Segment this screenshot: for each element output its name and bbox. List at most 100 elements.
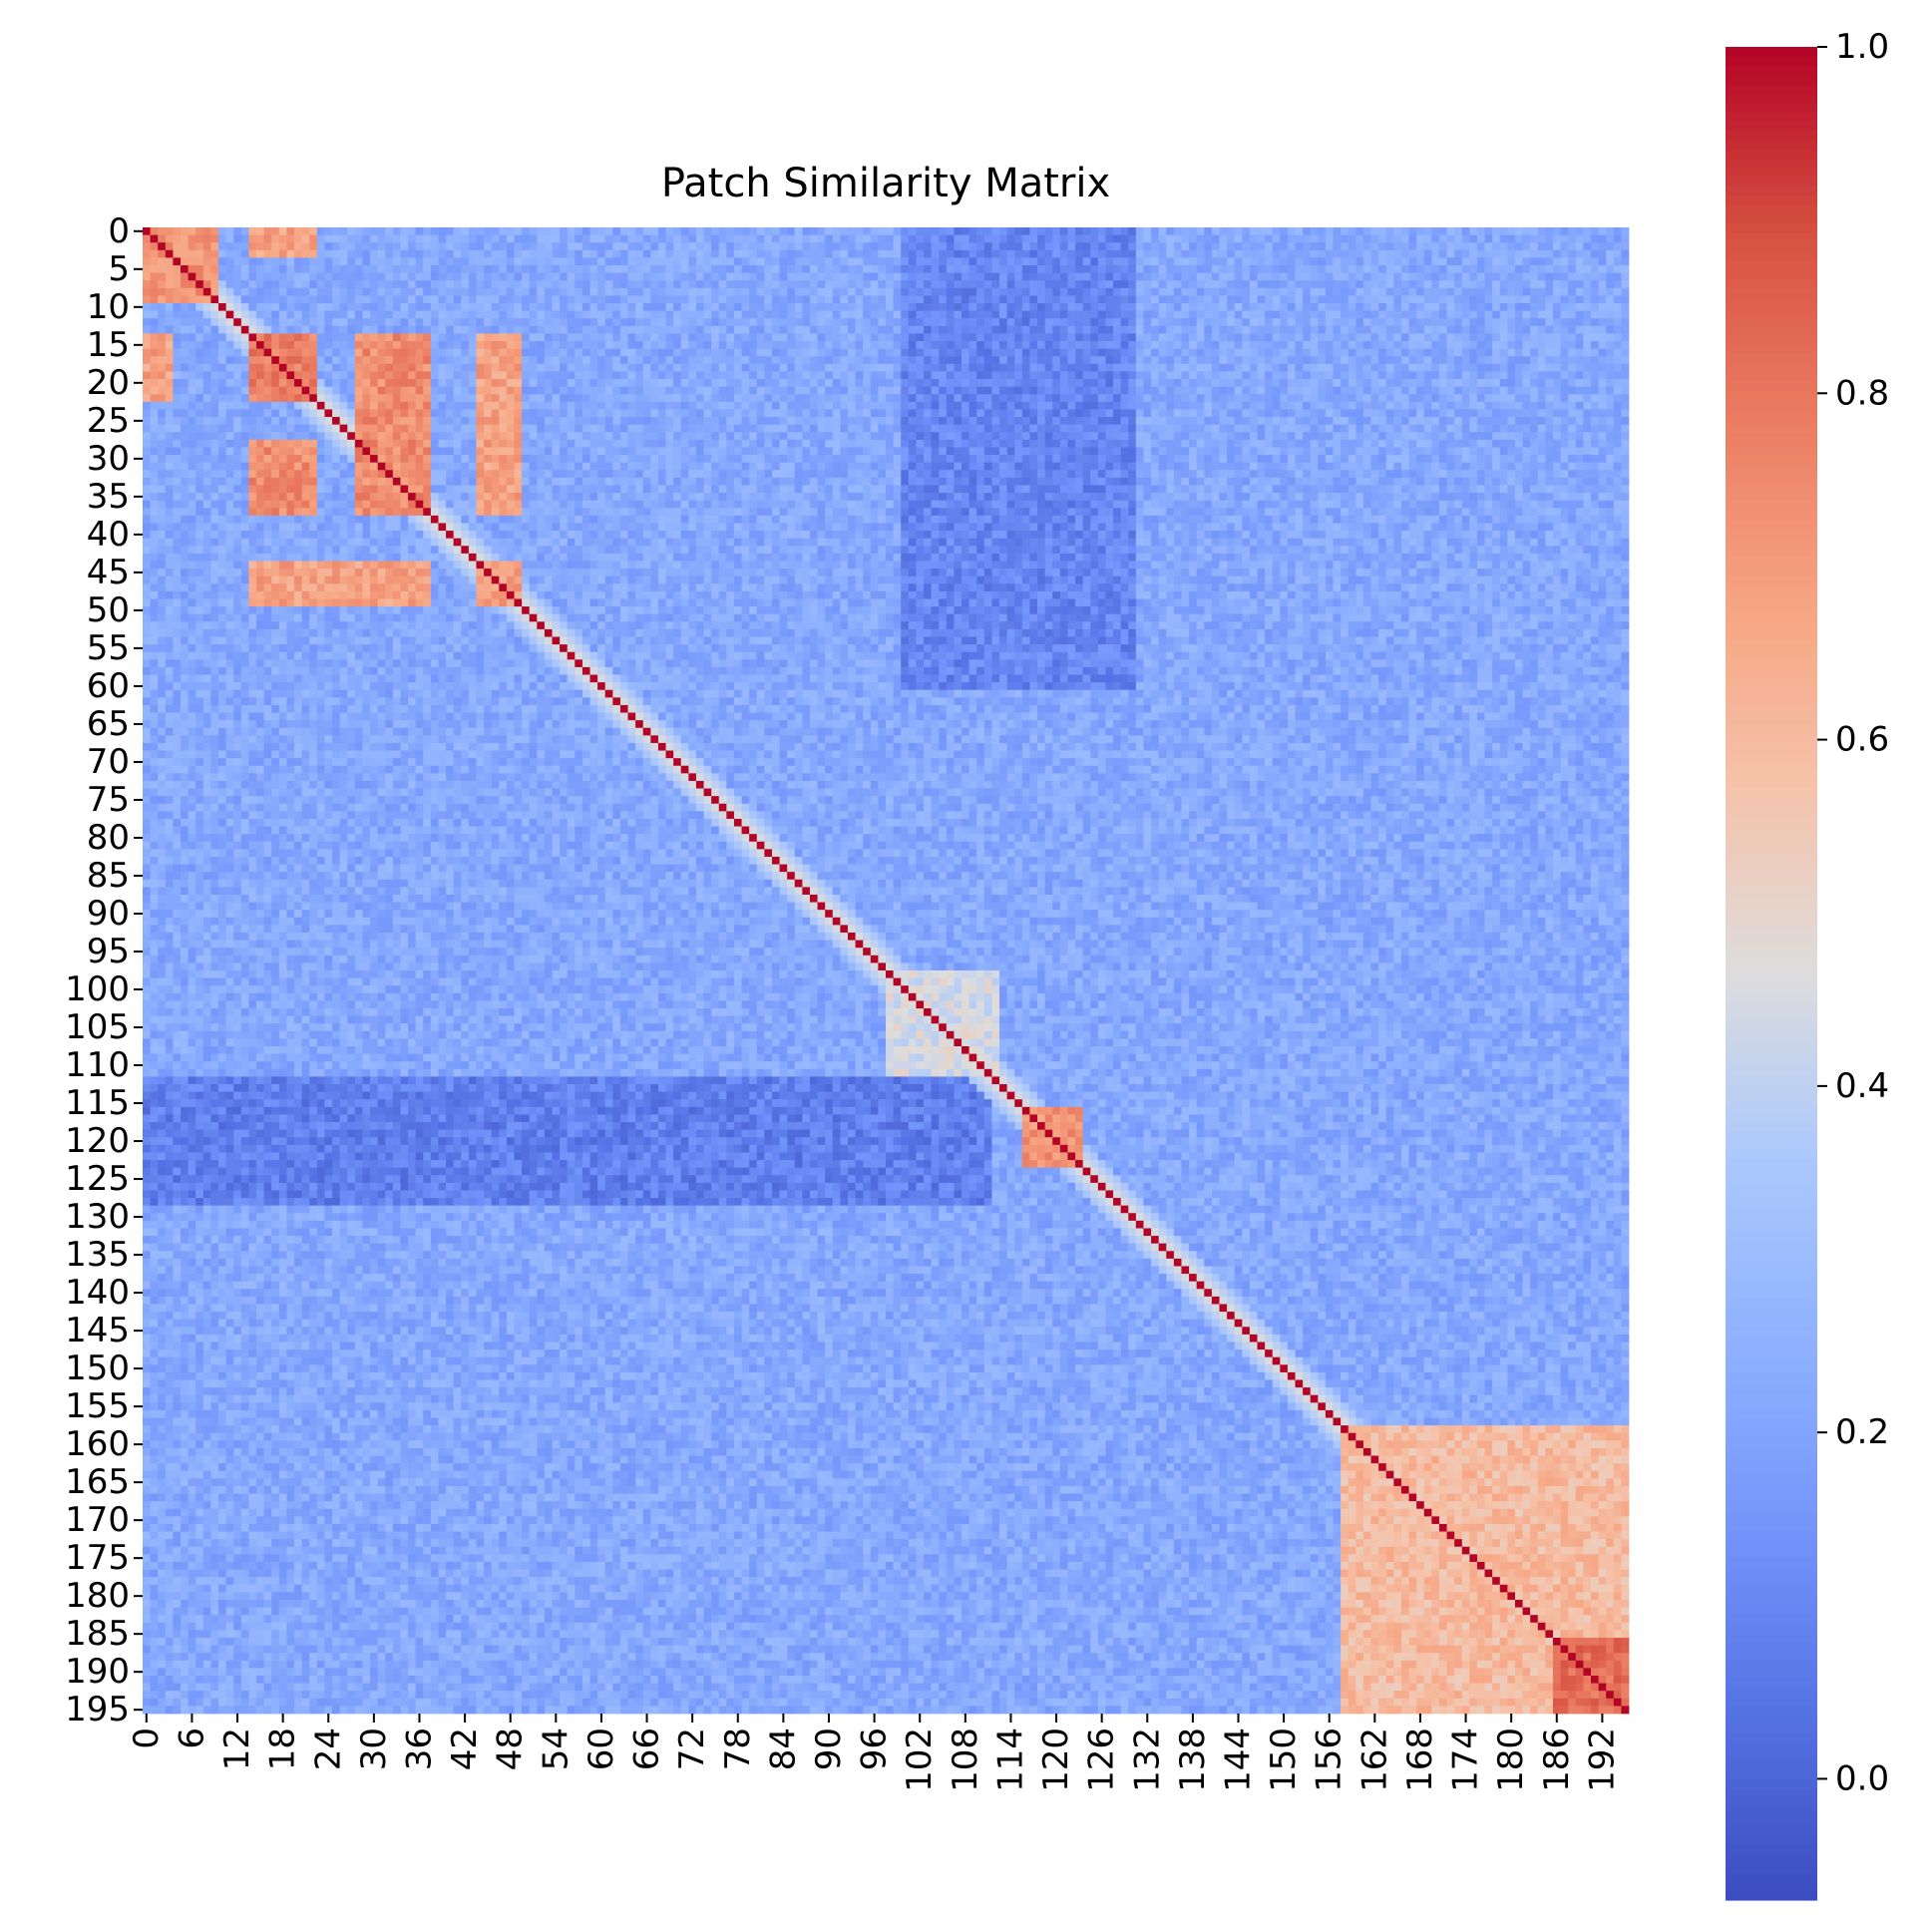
heatmap-cell [317,288,325,296]
heatmap-cell [1371,288,1379,296]
heatmap-cell [522,227,530,235]
heatmap-cell [279,326,287,334]
heatmap-cell [408,250,416,258]
heatmap-cell [1561,280,1569,288]
heatmap-cell [568,257,576,265]
heatmap-cell [203,295,211,303]
heatmap-cell [787,257,795,265]
heatmap-cell [271,295,279,303]
heatmap-cell [385,326,393,334]
heatmap-cell [833,250,841,258]
heatmap-cell [286,250,294,258]
heatmap-cell [871,257,879,265]
heatmap-cell [173,265,181,273]
heatmap-cell [210,288,218,296]
heatmap-cell [492,227,500,235]
heatmap-cell [962,311,969,319]
heatmap-cell [1060,265,1068,273]
heatmap-cell [1288,318,1296,326]
heatmap-cell [537,280,545,288]
heatmap-cell [1022,311,1030,319]
heatmap-cell [575,265,582,273]
heatmap-cell [1469,295,1477,303]
heatmap-cell [408,273,416,281]
heatmap-cell [568,311,576,319]
heatmap-cell [1181,288,1189,296]
heatmap-cell [1500,280,1508,288]
heatmap-cell [605,318,613,326]
heatmap-cell [1151,227,1159,235]
heatmap-cell [553,265,561,273]
heatmap-cell [515,227,523,235]
heatmap-cell [628,235,636,243]
heatmap-cell [1128,295,1136,303]
heatmap-cell [400,235,408,243]
heatmap-cell [1174,288,1182,296]
heatmap-cell [658,242,666,250]
heatmap-cell [181,235,189,243]
heatmap-cell [1098,295,1106,303]
heatmap-cell [1197,311,1205,319]
heatmap-cell [764,250,772,258]
heatmap-cell [620,288,628,296]
heatmap-cell [1447,311,1455,319]
heatmap-cell [271,288,279,296]
heatmap-cell [1143,318,1151,326]
heatmap-cell [924,280,932,288]
heatmap-cell [1477,235,1485,243]
heatmap-cell [1280,303,1288,311]
heatmap-cell [271,235,279,243]
heatmap-cell [1386,318,1394,326]
heatmap-cell [151,318,159,326]
heatmap-cell [324,235,332,243]
heatmap-cell [1409,311,1417,319]
heatmap-cell [833,288,841,296]
heatmap-cell [734,318,742,326]
heatmap-cell [1235,242,1243,250]
heatmap-cell [1454,257,1462,265]
heatmap-cell [446,311,454,319]
heatmap-cell [332,326,340,334]
heatmap-cell [939,273,947,281]
heatmap-cell [871,318,879,326]
heatmap-cell [582,227,590,235]
heatmap-cell [484,311,492,319]
heatmap-cell [1393,227,1401,235]
heatmap-cell [492,295,500,303]
heatmap-cell [1143,257,1151,265]
heatmap-cell [1318,311,1326,319]
heatmap-cell [256,318,264,326]
heatmap-cell [560,227,568,235]
heatmap-cell [438,227,446,235]
heatmap-cell [1477,288,1485,296]
heatmap-cell [1067,280,1075,288]
heatmap-cell [1204,250,1212,258]
heatmap-cell [469,273,477,281]
heatmap-cell [954,227,962,235]
heatmap-cell [840,288,848,296]
heatmap-cell [1250,242,1258,250]
heatmap-cell [1477,303,1485,311]
heatmap-cell [840,318,848,326]
heatmap-cell [1561,265,1569,273]
heatmap-cell [886,250,894,258]
heatmap-cell [1136,318,1144,326]
heatmap-cell [719,250,727,258]
heatmap-cell [780,257,788,265]
heatmap-cell [530,235,538,243]
heatmap-cell [1469,257,1477,265]
heatmap-cell [1007,273,1015,281]
heatmap-cell [218,303,226,311]
heatmap-cell [158,235,166,243]
heatmap-cell [719,280,727,288]
heatmap-cell [560,288,568,296]
heatmap-cell [1355,311,1363,319]
heatmap-cell [726,265,734,273]
heatmap-cell [408,257,416,265]
heatmap-cell [317,295,325,303]
heatmap-cell [590,250,598,258]
heatmap-cell [1235,250,1243,258]
heatmap-cell [749,303,757,311]
heatmap-cell [1090,288,1098,296]
heatmap-cell [795,257,803,265]
